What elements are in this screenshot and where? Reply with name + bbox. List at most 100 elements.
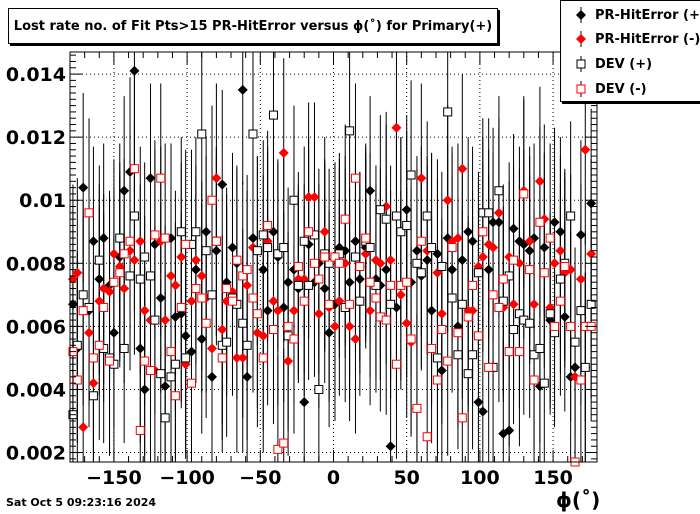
point-dev <box>222 337 232 347</box>
point-dev <box>416 268 426 278</box>
point-dev <box>88 391 98 401</box>
point-dev <box>109 277 119 287</box>
point-dev <box>207 290 217 300</box>
point-pr-hiterror <box>493 207 504 218</box>
point-dev <box>94 255 104 265</box>
point-dev <box>181 239 191 249</box>
y-tick-label: 0.002 <box>6 443 66 465</box>
point-dev <box>473 331 483 341</box>
point-pr-hiterror <box>206 371 217 382</box>
point-dev <box>509 325 519 335</box>
point-pr-hiterror <box>365 305 376 316</box>
point-dev <box>273 444 283 454</box>
x-tick-label: −50 <box>239 467 281 489</box>
point-pr-hiterror <box>350 236 361 247</box>
point-dev <box>299 236 309 246</box>
point-dev <box>406 334 416 344</box>
point-dev <box>396 227 406 237</box>
point-pr-hiterror <box>385 441 396 452</box>
y-tick-label: 0.006 <box>6 316 66 338</box>
point-pr-hiterror <box>190 255 201 266</box>
point-pr-hiterror <box>211 245 222 256</box>
data-markers <box>67 65 597 467</box>
point-dev <box>391 359 401 369</box>
point-pr-hiterror <box>401 204 412 215</box>
point-dev <box>293 280 303 290</box>
point-dev <box>498 274 508 284</box>
point-dev <box>150 230 160 240</box>
point-pr-hiterror <box>529 299 540 310</box>
point-dev <box>324 299 334 309</box>
point-dev <box>422 211 432 221</box>
point-dev <box>432 375 442 385</box>
point-dev <box>406 170 416 180</box>
open-square-icon <box>567 54 595 74</box>
point-pr-hiterror <box>344 277 355 288</box>
point-dev <box>248 129 258 139</box>
point-dev <box>334 258 344 268</box>
point-pr-hiterror <box>524 245 535 256</box>
point-dev <box>187 378 197 388</box>
point-pr-hiterror <box>467 236 478 247</box>
point-dev <box>217 353 227 363</box>
point-pr-hiterror <box>570 362 581 373</box>
point-dev <box>105 356 115 366</box>
point-pr-hiterror <box>231 352 242 363</box>
point-dev <box>222 284 232 294</box>
point-pr-hiterror <box>416 173 427 184</box>
point-dev <box>258 230 268 240</box>
point-pr-hiterror <box>401 318 412 329</box>
point-pr-hiterror <box>129 255 140 266</box>
point-pr-hiterror <box>555 226 566 237</box>
point-pr-hiterror <box>196 270 207 281</box>
point-pr-hiterror <box>272 305 283 316</box>
point-dev <box>211 236 221 246</box>
point-pr-hiterror <box>84 327 95 338</box>
point-dev <box>514 347 524 357</box>
point-dev <box>427 243 437 253</box>
point-dev <box>170 391 180 401</box>
point-pr-hiterror <box>534 176 545 187</box>
x-tick-label: 150 <box>533 467 573 489</box>
point-dev <box>437 325 447 335</box>
point-dev <box>263 220 273 230</box>
point-dev <box>289 195 299 205</box>
point-pr-hiterror <box>477 252 488 262</box>
x-tick-label: 100 <box>460 467 500 489</box>
point-pr-hiterror <box>344 321 355 332</box>
point-pr-hiterror <box>135 236 146 247</box>
point-dev <box>586 299 596 309</box>
point-dev <box>468 350 478 360</box>
point-dev <box>447 293 457 303</box>
point-pr-hiterror <box>473 397 484 408</box>
x-tick-label: −150 <box>86 467 142 489</box>
point-dev <box>519 189 529 199</box>
point-dev <box>580 362 590 372</box>
point-pr-hiterror <box>247 233 258 244</box>
point-dev <box>84 208 94 218</box>
point-dev <box>525 265 535 275</box>
point-dev <box>355 296 365 306</box>
chart-title: Lost rate no. of Fit Pts>15 PR-HitError … <box>8 8 498 44</box>
point-dev <box>309 258 319 268</box>
point-dev <box>156 173 166 183</box>
point-pr-hiterror <box>354 274 365 285</box>
point-dev <box>453 350 463 360</box>
point-pr-hiterror <box>129 65 140 76</box>
point-dev <box>160 233 170 243</box>
point-dev <box>258 353 268 363</box>
point-dev <box>279 243 289 253</box>
point-dev <box>146 271 156 281</box>
point-dev <box>545 233 555 243</box>
point-dev <box>443 356 453 366</box>
point-dev <box>94 340 104 350</box>
point-pr-hiterror <box>580 144 591 155</box>
point-dev <box>555 296 565 306</box>
point-pr-hiterror <box>206 343 217 354</box>
point-pr-hiterror <box>288 305 299 316</box>
point-dev <box>386 280 396 290</box>
point-pr-hiterror <box>555 245 566 256</box>
point-dev <box>201 318 211 328</box>
point-pr-hiterror <box>170 280 181 291</box>
point-dev <box>381 214 391 224</box>
